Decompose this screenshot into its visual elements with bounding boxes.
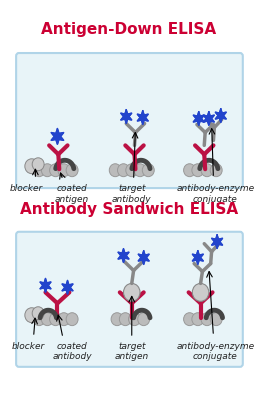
Polygon shape — [215, 109, 226, 122]
Circle shape — [183, 313, 195, 326]
FancyBboxPatch shape — [16, 232, 243, 367]
Circle shape — [129, 313, 140, 326]
Text: blocker: blocker — [10, 184, 43, 193]
Circle shape — [201, 164, 213, 177]
Polygon shape — [121, 110, 132, 124]
Circle shape — [210, 164, 222, 177]
Polygon shape — [118, 249, 129, 262]
Text: antibody-enzyme
conjugate: antibody-enzyme conjugate — [176, 342, 254, 362]
Circle shape — [32, 307, 44, 320]
Circle shape — [192, 164, 204, 177]
Text: target
antibody: target antibody — [112, 184, 152, 204]
Text: antibody-enzyme
conjugate: antibody-enzyme conjugate — [176, 184, 254, 204]
Circle shape — [66, 313, 78, 326]
Circle shape — [183, 164, 195, 177]
Circle shape — [50, 164, 62, 177]
Circle shape — [117, 164, 129, 177]
Text: Antigen-Down ELISA: Antigen-Down ELISA — [41, 22, 217, 37]
Circle shape — [192, 284, 209, 301]
Circle shape — [109, 164, 121, 177]
Polygon shape — [62, 280, 73, 294]
Circle shape — [111, 313, 123, 326]
Circle shape — [142, 164, 154, 177]
Circle shape — [32, 158, 44, 171]
Circle shape — [41, 313, 53, 326]
Circle shape — [33, 164, 45, 177]
Text: coated
antibody: coated antibody — [52, 342, 92, 362]
Circle shape — [210, 313, 222, 326]
Text: target
antigen: target antigen — [115, 342, 149, 362]
Polygon shape — [51, 128, 64, 144]
Text: Antibody Sandwich ELISA: Antibody Sandwich ELISA — [20, 202, 238, 218]
Polygon shape — [137, 111, 148, 124]
Circle shape — [192, 313, 204, 326]
Polygon shape — [193, 112, 204, 126]
Circle shape — [201, 313, 213, 326]
Circle shape — [123, 284, 140, 301]
Circle shape — [33, 313, 45, 326]
Circle shape — [138, 313, 150, 326]
Circle shape — [58, 164, 70, 177]
Polygon shape — [203, 112, 214, 126]
Text: coated
antigen: coated antigen — [55, 184, 89, 204]
Circle shape — [134, 164, 146, 177]
Polygon shape — [40, 278, 51, 292]
Circle shape — [66, 164, 78, 177]
Circle shape — [50, 313, 62, 326]
Polygon shape — [211, 235, 223, 249]
Circle shape — [119, 313, 131, 326]
Circle shape — [58, 313, 70, 326]
Polygon shape — [138, 251, 149, 264]
Circle shape — [126, 164, 138, 177]
Polygon shape — [192, 251, 203, 264]
Circle shape — [25, 308, 39, 323]
Text: blocker: blocker — [11, 342, 45, 351]
Circle shape — [25, 159, 39, 174]
FancyBboxPatch shape — [16, 53, 243, 188]
Circle shape — [41, 164, 53, 177]
